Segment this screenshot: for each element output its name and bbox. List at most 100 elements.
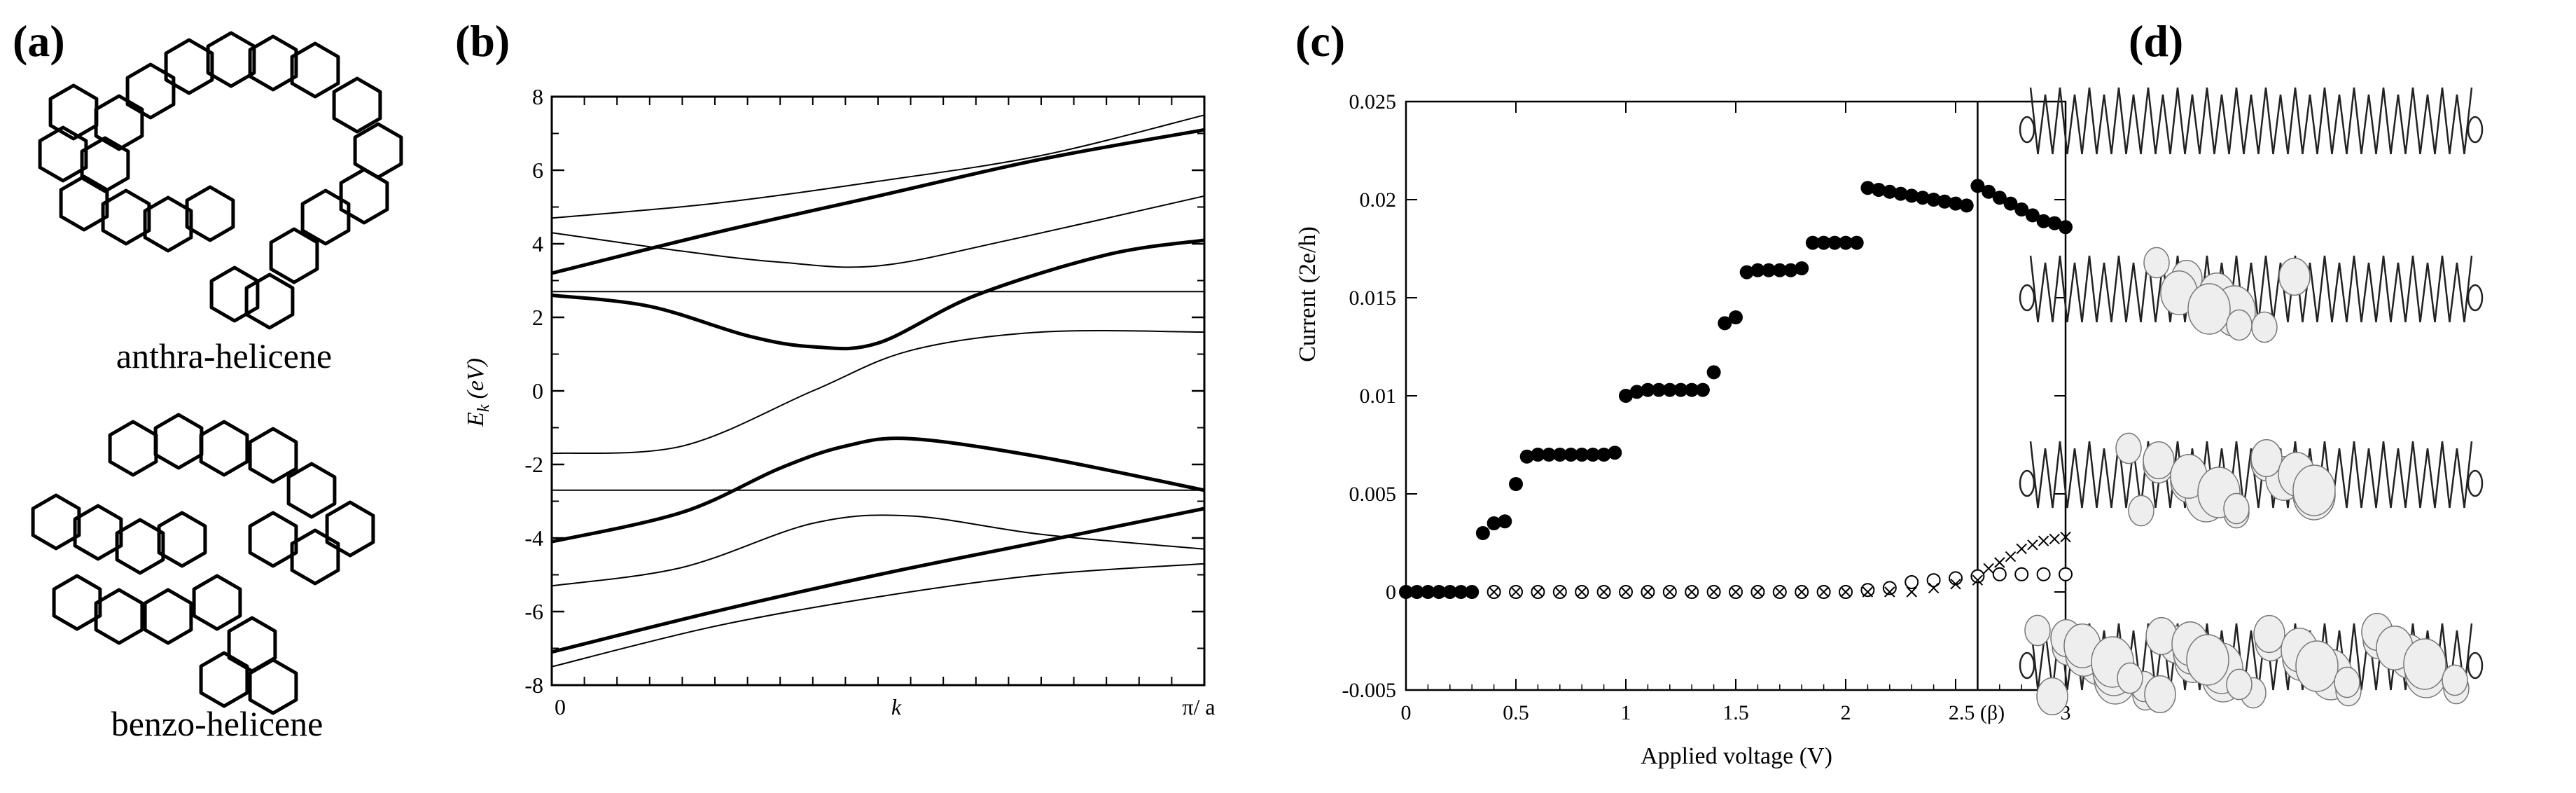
filled-circle-point: [1531, 448, 1545, 462]
y-tick-label: -4: [524, 525, 543, 551]
filled-circle-point: [1915, 191, 1930, 205]
filled-circle-point: [1641, 382, 1655, 397]
filled-circle-point: [1882, 184, 1897, 199]
band-thick-4: [551, 127, 1205, 275]
ring: [332, 76, 382, 134]
filled-circle-point: [1695, 382, 1710, 397]
filled-circle-point: [1926, 193, 1941, 207]
cross-point: [1686, 586, 1697, 598]
ring: [209, 266, 260, 323]
filled-circle-point: [1575, 448, 1589, 462]
band-thin-2: [551, 514, 1205, 587]
band-thin-5: [551, 114, 1205, 219]
cross-point: [1950, 579, 1961, 590]
filled-circle-point: [2047, 216, 2062, 230]
filled-circle-point: [1959, 198, 1974, 213]
ring: [73, 504, 123, 561]
orbital-lobe: [2278, 257, 2311, 296]
cross-point: [1752, 586, 1764, 598]
y-tick-label: -6: [524, 599, 543, 624]
helix-end-cap: [2019, 469, 2035, 497]
filled-circle-point: [1608, 446, 1622, 460]
cross-point: [1708, 586, 1720, 598]
cross-point: [2016, 543, 2027, 555]
orbital-lobe: [2250, 439, 2283, 478]
cross-point: [1620, 586, 1631, 598]
filled-circle-point: [1860, 181, 1875, 195]
open-circle-point: [2036, 567, 2051, 581]
orbital-lobe: [2226, 668, 2253, 701]
orbital-lobe: [2186, 634, 2229, 686]
y-tick-label: 4: [532, 231, 543, 256]
x-tick-label: 1.5: [1722, 701, 1749, 724]
orbital-lobe: [2223, 492, 2250, 525]
cross-point: [1840, 586, 1851, 598]
orbital-lobe: [2187, 283, 2231, 335]
orbital-lobe: [2403, 638, 2446, 690]
data-points: [1399, 179, 2073, 599]
orbital-row-4: [2019, 612, 2484, 716]
bands: [551, 114, 1205, 668]
x-tick-label: 2.5 (β): [1949, 701, 2005, 724]
orbital-lobe: [2143, 247, 2170, 279]
ring: [164, 38, 214, 95]
cross-point: [2049, 533, 2061, 545]
band-thin-3: [551, 330, 1205, 455]
cross-point: [1554, 586, 1566, 598]
y-axis-label-b: Ek (eV): [463, 358, 493, 427]
cross-point: [1576, 586, 1587, 598]
open-circle-point: [1860, 583, 1875, 598]
y-tick-label: -2: [524, 452, 543, 477]
filled-circle-point: [1432, 585, 1447, 599]
band-thick-1: [551, 506, 1205, 654]
filled-circle-point: [1762, 263, 1776, 277]
y-tick-label: 0: [532, 378, 543, 404]
cross-point: [1774, 586, 1785, 598]
filled-circle-point: [1839, 235, 1853, 250]
orbital-lobe: [2117, 662, 2143, 694]
cross-point: [1983, 563, 1994, 574]
x-axis-label-c: Applied voltage (V): [1641, 743, 1832, 769]
filled-circle-point: [1816, 235, 1831, 250]
y-tick-label: 0.02: [1360, 188, 1397, 212]
filled-circle-point: [1729, 310, 1743, 324]
open-circle-point: [1949, 571, 1963, 586]
filled-circle-point: [1465, 585, 1480, 599]
filled-circle-point: [1652, 382, 1666, 397]
ring: [31, 493, 81, 551]
filled-circle-point: [1399, 585, 1413, 599]
plot-frame-c: [1405, 100, 2067, 691]
orbital-lobe: [2292, 464, 2336, 516]
filled-circle-point: [1739, 265, 1754, 280]
orbital-row-3: [2019, 432, 2484, 529]
filled-circle-point: [1542, 448, 1557, 462]
helix-end-cap: [2019, 651, 2035, 680]
y-tick-label: 0: [1386, 581, 1396, 604]
filled-circle-point: [1949, 196, 1963, 211]
x-tick-label-pi-a: π/ a: [1182, 694, 1215, 719]
open-circle-point: [2059, 567, 2073, 581]
cross-point: [2027, 539, 2038, 551]
y-axis-label-c: Current (2e/h): [1295, 226, 1321, 362]
cross-point: [1730, 586, 1741, 598]
orbital-lobe: [2226, 309, 2253, 341]
ring: [339, 167, 389, 225]
cross-point: [1884, 586, 1895, 598]
filled-circle-point: [1685, 382, 1699, 397]
filled-circle-point: [1872, 183, 1886, 197]
y-label-main: E: [463, 412, 489, 427]
panel-label-c: (c): [1295, 16, 1345, 66]
filled-circle-point: [1992, 191, 2007, 205]
panel-label-d: (d): [2129, 16, 2183, 66]
ring: [52, 574, 102, 631]
ring: [143, 195, 193, 253]
ring: [115, 518, 165, 575]
orbital-lobe: [2251, 311, 2278, 343]
filled-circle-point: [1519, 449, 1534, 464]
y-tick-label: 0.015: [1349, 287, 1397, 310]
anthra-helicene-label: anthra-helicene: [116, 336, 332, 375]
orbital-lobe: [2128, 495, 2154, 527]
y-tick-label: 0.025: [1349, 90, 1397, 113]
orbital-lobe: [2036, 677, 2068, 716]
filled-circle-point: [1564, 448, 1578, 462]
